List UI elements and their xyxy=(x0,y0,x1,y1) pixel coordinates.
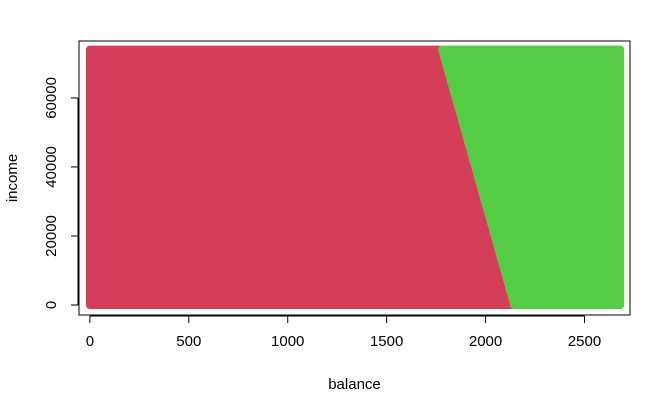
y-axis: 0 20000 40000 60000 xyxy=(43,77,79,309)
y-tick-label: 60000 xyxy=(43,77,60,119)
y-tick-label: 20000 xyxy=(43,215,60,257)
plot-box xyxy=(78,40,631,316)
x-tick-label: 1000 xyxy=(271,333,304,350)
x-tick-label: 2000 xyxy=(469,333,502,350)
x-axis: 0 500 1000 1500 2000 2500 xyxy=(86,315,601,350)
x-tick-label: 500 xyxy=(176,333,201,350)
x-tick-label: 2500 xyxy=(568,333,601,350)
y-axis-label: income xyxy=(4,154,21,202)
x-tick-label: 1500 xyxy=(370,333,403,350)
y-tick-label: 40000 xyxy=(43,146,60,188)
classification-regions xyxy=(85,45,625,309)
x-tick-label: 0 xyxy=(86,333,94,350)
y-tick-label: 0 xyxy=(43,301,60,309)
region-green xyxy=(438,45,625,309)
x-axis-label: balance xyxy=(328,376,381,393)
